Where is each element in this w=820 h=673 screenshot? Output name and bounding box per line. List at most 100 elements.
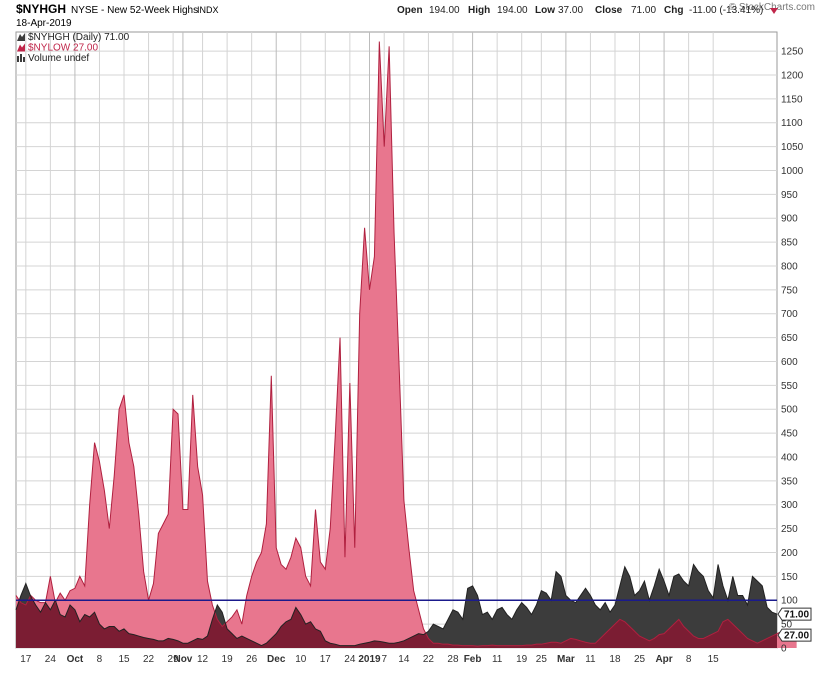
- ohlc-value: 71.00: [631, 5, 656, 16]
- y-tick-label: 200: [781, 548, 798, 559]
- x-tick-label: 22: [143, 654, 155, 665]
- series-area-nyhgh: [16, 564, 777, 648]
- series-line-nylow: [15, 41, 797, 647]
- y-tick-label: 150: [781, 572, 798, 583]
- x-tick-label: 25: [536, 654, 548, 665]
- ohlc-readout: Open 194.00 High 194.00 Low 37.00 Close 71.00 Ch…: [397, 5, 778, 16]
- series-line-nyhgh: [15, 563, 778, 647]
- x-tick-label: 19: [222, 654, 234, 665]
- y-tick-label: 1250: [781, 47, 804, 58]
- x-tick-label: 12: [197, 654, 209, 665]
- ohlc-value: -11.00 (-13.41%): [689, 5, 763, 16]
- y-tick-label: 1050: [781, 142, 804, 153]
- legend-item: $NYLOW 27.00: [17, 43, 98, 54]
- x-tick-label: Mar: [557, 654, 575, 665]
- x-tick-label: Apr: [655, 654, 672, 665]
- x-tick-label: 17: [20, 654, 32, 665]
- legend-label: $NYLOW 27.00: [28, 43, 98, 54]
- ohlc-value: 37.00: [558, 5, 583, 16]
- x-tick-label: 7: [381, 654, 387, 665]
- x-tick-label: 15: [708, 654, 720, 665]
- last-value-box: [777, 628, 812, 642]
- symbol-title: $NYHGH: [16, 2, 66, 16]
- legend-area-icon: [17, 43, 25, 52]
- x-tick-label: 8: [97, 654, 103, 665]
- legend-area-icon: [17, 33, 25, 41]
- x-tick-label: 11: [492, 654, 503, 665]
- x-tick-label: 14: [398, 654, 410, 665]
- exchange-label: INDX: [197, 5, 219, 15]
- y-tick-label: 650: [781, 333, 798, 344]
- ohlc-label: Chg: [664, 5, 683, 16]
- last-value-text: 27.00: [784, 631, 809, 642]
- ohlc-label: Close: [595, 5, 623, 16]
- y-tick-label: 1000: [781, 166, 804, 177]
- y-tick-label: 400: [781, 452, 798, 463]
- y-tick-label: 750: [781, 285, 798, 296]
- y-tick-label: 250: [781, 524, 798, 535]
- x-tick-label: 2019: [358, 654, 381, 665]
- y-tick-label: 1200: [781, 70, 804, 81]
- y-tick-label: 700: [781, 309, 798, 320]
- x-tick-label: 24: [45, 654, 57, 665]
- x-tick-label: 22: [423, 654, 435, 665]
- y-tick-label: 350: [781, 476, 798, 487]
- y-tick-label: 600: [781, 357, 798, 368]
- ohlc-value: 194.00: [497, 5, 528, 16]
- axes: 0 50 100 150 200 250 300 350 400 450 500 550 600 650 7…: [20, 47, 812, 665]
- legend-volume-icon: [17, 56, 19, 62]
- y-tick-label: 550: [781, 381, 798, 392]
- series-areas: [15, 41, 797, 649]
- legend-item: Volume undef: [17, 53, 89, 64]
- ohlc-label: Low: [535, 5, 555, 16]
- y-tick-label: 1150: [781, 94, 803, 105]
- x-tick-label: Oct: [67, 654, 84, 665]
- y-tick-label: 1100: [781, 118, 803, 129]
- x-tick-label: Dec: [267, 654, 286, 665]
- x-tick-label: 11: [585, 654, 596, 665]
- y-tick-label: 950: [781, 190, 798, 201]
- legend-label: Volume undef: [28, 53, 89, 64]
- legend-volume-icon-bar: [20, 54, 22, 62]
- y-tick-label: 450: [781, 429, 798, 440]
- y-tick-label: 800: [781, 261, 798, 272]
- y-tick-label: 100: [781, 596, 798, 607]
- down-arrow-icon: [770, 8, 778, 14]
- legend-label: $NYHGH (Daily) 71.00: [28, 32, 130, 43]
- y-tick-label: 0: [781, 644, 787, 655]
- x-tick-label: 15: [118, 654, 130, 665]
- legend-volume-icon-bar: [23, 57, 25, 62]
- x-tick-label: 8: [686, 654, 692, 665]
- y-tick-label: 300: [781, 500, 798, 511]
- y-tick-label: 850: [781, 238, 798, 249]
- ohlc-value: 194.00: [429, 5, 460, 16]
- last-value-box: [777, 607, 812, 621]
- y-tick-label: 900: [781, 214, 798, 225]
- symbol-description: NYSE - New 52-Week Highs: [71, 5, 198, 16]
- x-tick-label: 26: [246, 654, 258, 665]
- x-tick-label: 28: [447, 654, 459, 665]
- x-tick-label: 17: [320, 654, 332, 665]
- last-value-tag: 71.00: [777, 607, 812, 621]
- ohlc-label: Open: [397, 5, 423, 16]
- x-tick-label: 19: [516, 654, 528, 665]
- last-value-text: 71.00: [784, 610, 809, 621]
- x-tick-label: Feb: [464, 654, 482, 665]
- x-tick-label: 10: [295, 654, 307, 665]
- y-tick-label: 500: [781, 405, 798, 416]
- x-tick-label: 24: [344, 654, 356, 665]
- x-tick-label: 18: [609, 654, 621, 665]
- x-tick-label: Nov: [173, 654, 192, 665]
- brand-watermark: © StockCharts.com: [729, 2, 815, 13]
- x-tick-label: 25: [634, 654, 646, 665]
- ohlc-label: High: [468, 5, 490, 16]
- chart-header: $NYHGH NYSE - New 52-Week Highs INDX 18-…: [16, 2, 815, 29]
- chart-date: 18-Apr-2019: [16, 18, 72, 29]
- x-tick-label: 29: [168, 654, 180, 665]
- last-value-tag: 27.00: [777, 628, 812, 642]
- y-tick-label: 50: [781, 620, 793, 631]
- legend-item: $NYHGH (Daily) 71.00: [17, 32, 130, 43]
